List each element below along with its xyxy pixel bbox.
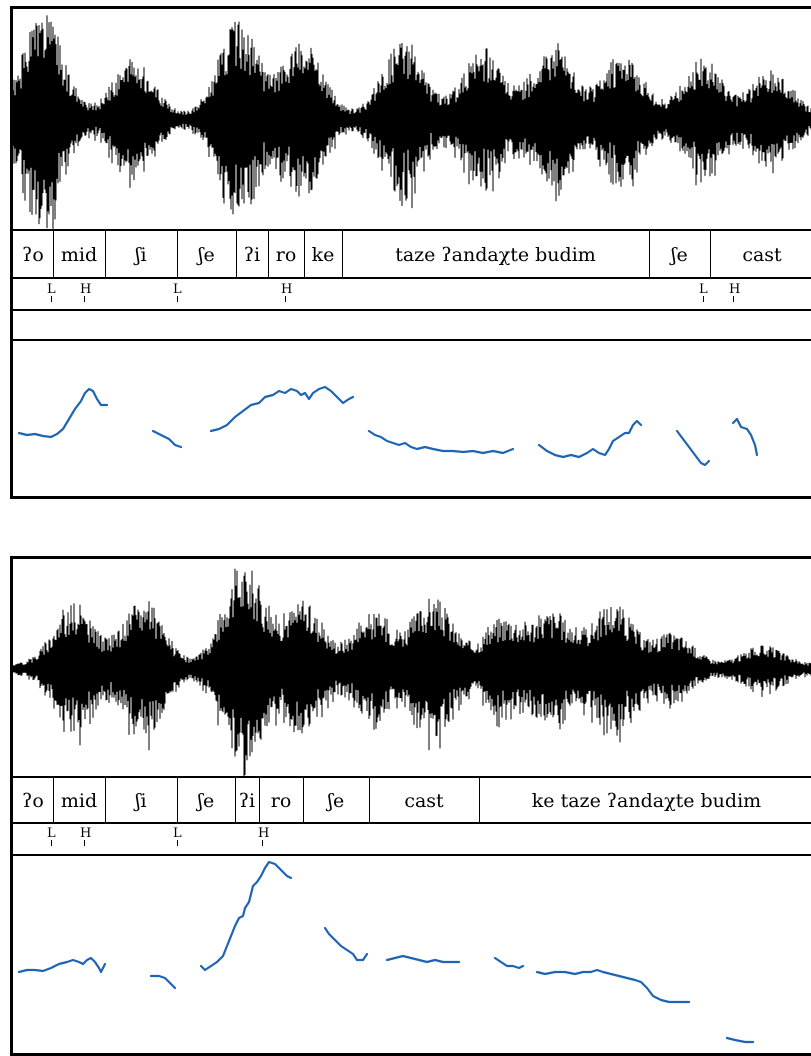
- tone-tick: [51, 296, 52, 302]
- pitch-contour: [385, 954, 461, 964]
- segment-label: ʔo: [22, 244, 44, 266]
- waveform-trace: [13, 568, 811, 777]
- tone-tier-1: L H L H L H: [13, 279, 811, 309]
- tone-label-H: H: [80, 826, 92, 841]
- tone-tier-2: L H L H: [13, 824, 811, 854]
- pitch-track-1: [17, 385, 759, 467]
- figure-panel-2: ʔo mid ʃi ʃe ʔi ro ʃe cast ke taze ʔanda…: [10, 556, 811, 1056]
- tier-border: [13, 277, 811, 279]
- tone-label-H: H: [80, 282, 92, 297]
- segment-boundary: [304, 231, 305, 279]
- tone-label-L: L: [173, 282, 182, 297]
- segment-label: taze ʔandaχte budim: [395, 244, 596, 266]
- tone-tick: [262, 840, 263, 846]
- segment-label: ʃi: [135, 790, 147, 812]
- segment-label: ʔo: [22, 790, 44, 812]
- pitch-track-2: [17, 860, 755, 1044]
- segment-boundary: [479, 778, 480, 824]
- tone-tick: [285, 296, 286, 302]
- segment-tier-1: ʔo mid ʃi ʃe ʔi ro ke taze ʔandaχte budi…: [13, 231, 811, 279]
- waveform-trace: [13, 15, 811, 229]
- segment-boundary: [710, 231, 711, 279]
- segment-boundary: [53, 778, 54, 824]
- pitch-contour: [149, 974, 177, 990]
- segment-boundary: [105, 231, 106, 279]
- pitch-contour: [151, 429, 183, 449]
- segment-label: ke taze ʔandaχte budim: [531, 790, 762, 812]
- segment-boundary: [53, 231, 54, 279]
- segment-boundary: [259, 778, 260, 824]
- pitch-contour: [367, 429, 515, 455]
- tone-label-L: L: [699, 282, 708, 297]
- pitch-contour: [209, 385, 355, 433]
- tone-tick: [84, 296, 85, 302]
- tone-label-H: H: [729, 282, 741, 297]
- tier-border: [13, 309, 811, 311]
- segment-boundary: [177, 231, 178, 279]
- segment-label: ʃe: [671, 244, 688, 266]
- pitch-contour: [725, 1036, 755, 1044]
- tier-border: [13, 229, 811, 231]
- segment-tier-2: ʔo mid ʃi ʃe ʔi ro ʃe cast ke taze ʔanda…: [13, 778, 811, 824]
- segment-label: cast: [742, 244, 782, 266]
- tier-border: [13, 776, 811, 778]
- tone-tick: [51, 840, 52, 846]
- tone-tick: [733, 296, 734, 302]
- tone-tick: [177, 840, 178, 846]
- pitch-contour: [731, 417, 759, 457]
- pitch-contour: [493, 956, 525, 970]
- pitch-contour: [537, 419, 643, 459]
- tone-label-H: H: [258, 826, 270, 841]
- segment-label: ro: [275, 244, 297, 266]
- segment-label: cast: [404, 790, 444, 812]
- tier-border: [13, 339, 811, 341]
- pitch-contour: [17, 956, 107, 974]
- pitch-contour: [199, 860, 293, 972]
- tone-label-H: H: [281, 282, 293, 297]
- segment-label: ʔi: [238, 790, 256, 812]
- waveform-1: [13, 15, 811, 229]
- segment-label: ro: [270, 790, 292, 812]
- segment-label: ʃi: [135, 244, 147, 266]
- tier-border: [13, 854, 811, 856]
- segment-label: mid: [60, 244, 98, 266]
- pitch-contour: [17, 387, 109, 439]
- segment-boundary: [105, 778, 106, 824]
- segment-label: ʃe: [197, 790, 215, 812]
- segment-boundary: [177, 778, 178, 824]
- segment-boundary: [369, 778, 370, 824]
- segment-label: mid: [60, 790, 98, 812]
- segment-boundary: [236, 231, 237, 279]
- tone-tick: [703, 296, 704, 302]
- figure-panel-1: ʔo mid ʃi ʃe ʔi ro ke taze ʔandaχte budi…: [10, 6, 811, 499]
- segment-label: ke: [311, 244, 335, 266]
- segment-boundary: [235, 778, 236, 824]
- tone-label-L: L: [173, 826, 182, 841]
- segment-boundary: [342, 231, 343, 279]
- tone-tick: [177, 296, 178, 302]
- waveform-2: [13, 568, 811, 777]
- segment-label: ʃe: [198, 244, 215, 266]
- segment-boundary: [649, 231, 650, 279]
- pitch-contour: [323, 926, 369, 962]
- tone-label-L: L: [47, 282, 56, 297]
- tone-tick: [84, 840, 85, 846]
- tier-border: [13, 822, 811, 824]
- tone-label-L: L: [47, 826, 56, 841]
- pitch-contour: [675, 429, 711, 467]
- segment-label: ʃe: [327, 790, 345, 812]
- segment-boundary: [303, 778, 304, 824]
- pitch-contour: [535, 968, 691, 1004]
- segment-label: ʔi: [243, 244, 261, 266]
- segment-boundary: [268, 231, 269, 279]
